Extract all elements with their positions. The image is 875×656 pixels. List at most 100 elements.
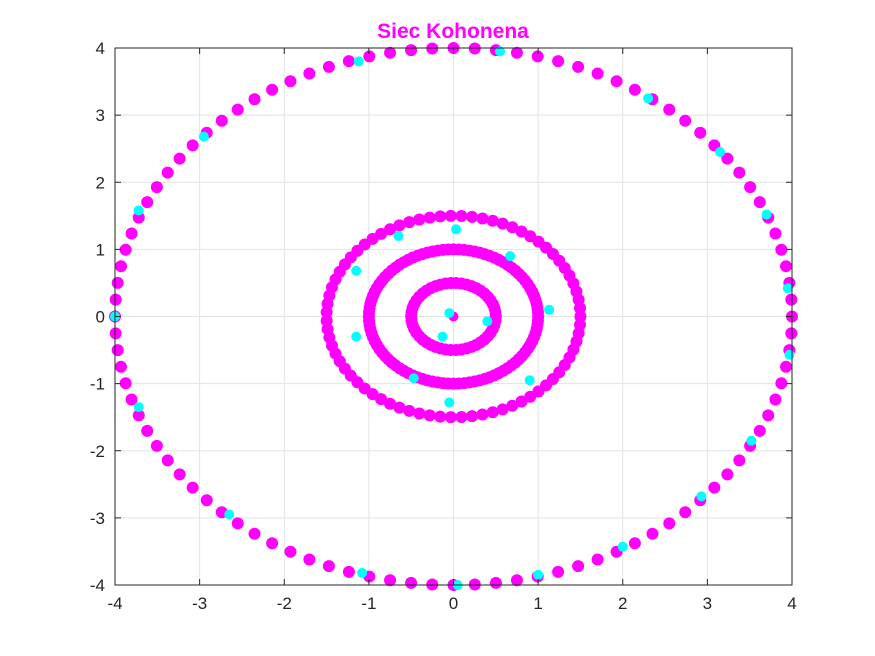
neuron-point: [451, 224, 462, 235]
data-point: [125, 393, 138, 406]
data-point: [111, 344, 124, 357]
data-point: [248, 527, 261, 540]
data-point: [132, 211, 145, 224]
data-point: [531, 50, 544, 63]
data-point: [403, 216, 416, 229]
data-point: [510, 46, 523, 59]
x-tick-label: 1: [533, 594, 542, 613]
y-tick-label: 4: [96, 39, 105, 58]
data-point: [572, 560, 585, 573]
data-point: [515, 225, 528, 238]
neuron-point: [444, 397, 455, 408]
neuron-point: [133, 205, 144, 216]
data-point: [342, 55, 355, 68]
y-tick-label: 2: [96, 173, 105, 192]
neuron-point: [133, 402, 144, 413]
data-point: [109, 327, 122, 340]
data-point: [111, 276, 124, 289]
data-point: [119, 377, 132, 390]
x-tick-label: 3: [703, 594, 712, 613]
data-point: [753, 196, 766, 209]
data-point: [489, 314, 502, 327]
data-point: [721, 152, 734, 165]
data-point: [248, 93, 261, 106]
neuron-point: [696, 491, 707, 502]
data-point: [679, 506, 692, 519]
x-tick-label: -4: [107, 594, 122, 613]
data-point: [266, 83, 279, 96]
data-point: [591, 553, 604, 566]
neuron-point: [715, 147, 726, 158]
data-point: [413, 407, 426, 420]
neuron-point: [761, 209, 772, 220]
data-point: [423, 211, 436, 224]
neuron-point: [351, 265, 362, 276]
chart-title: Siec Kohonena: [377, 20, 529, 43]
data-point: [468, 578, 481, 591]
data-point: [733, 166, 746, 179]
y-tick-label: -3: [90, 509, 105, 528]
data-point: [322, 60, 335, 73]
data-point: [150, 181, 163, 194]
data-point: [200, 494, 213, 507]
neuron-point: [524, 375, 535, 386]
neuron-point: [393, 230, 404, 241]
neuron-point: [353, 56, 364, 67]
data-point: [785, 327, 798, 340]
x-tick-label: -1: [361, 594, 376, 613]
data-point: [466, 410, 479, 423]
data-point: [780, 360, 793, 373]
y-tick-label: -2: [90, 442, 105, 461]
data-point: [663, 517, 676, 530]
data-point: [510, 574, 523, 587]
x-tick-label: -2: [277, 594, 292, 613]
data-point: [342, 565, 355, 578]
axes: -4 -3 -2 -1 0 1 2 3 4 -4 -3 -2 -1 0 1 2 3 4: [90, 39, 797, 613]
data-point: [628, 537, 641, 550]
neuron-point: [643, 93, 654, 104]
y-tick-label: -4: [90, 576, 105, 595]
data-point: [150, 439, 163, 452]
data-point: [384, 397, 397, 410]
data-point: [434, 210, 447, 223]
neuron-point: [351, 331, 362, 342]
data-point: [552, 565, 565, 578]
data-point: [322, 560, 335, 573]
data-point: [780, 260, 793, 273]
neuron-point: [224, 509, 235, 520]
data-point: [762, 409, 775, 422]
data-point: [320, 306, 333, 319]
data-point: [486, 406, 499, 419]
data-point: [552, 55, 565, 68]
data-series: [109, 42, 798, 591]
data-point: [114, 360, 127, 373]
data-point: [215, 114, 228, 127]
data-point: [524, 230, 537, 243]
data-point: [132, 409, 145, 422]
data-point: [284, 75, 297, 88]
data-point: [161, 454, 174, 467]
data-point: [489, 576, 502, 589]
data-point: [663, 103, 676, 116]
data-point: [363, 50, 376, 63]
x-tick-label: 0: [449, 594, 458, 613]
neuron-point: [495, 46, 506, 57]
y-tick-label: 1: [96, 240, 105, 259]
data-point: [628, 83, 641, 96]
data-point: [114, 260, 127, 273]
x-tick-label: 2: [618, 594, 627, 613]
data-point: [173, 152, 186, 165]
data-point: [444, 411, 457, 424]
data-point: [393, 219, 406, 232]
data-point: [413, 213, 426, 226]
data-point: [496, 403, 509, 416]
data-point: [515, 395, 528, 408]
data-point: [423, 409, 436, 422]
data-point: [186, 139, 199, 152]
data-point: [573, 318, 586, 331]
data-point: [434, 410, 447, 423]
data-point: [721, 468, 734, 481]
neuron-point: [357, 567, 368, 578]
data-point: [753, 424, 766, 437]
